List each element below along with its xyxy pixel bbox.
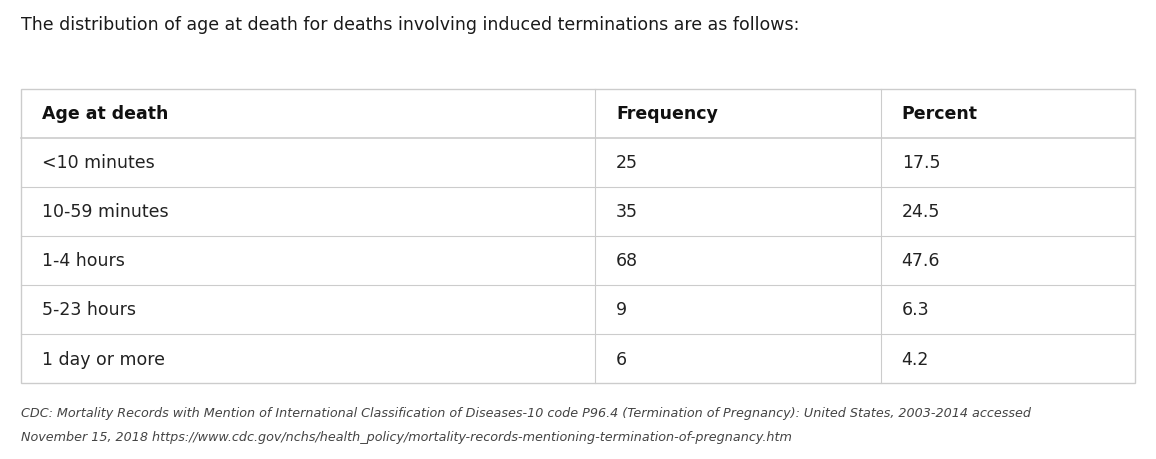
Text: 24.5: 24.5: [902, 203, 940, 221]
Text: 47.6: 47.6: [902, 252, 940, 270]
Text: Frequency: Frequency: [616, 105, 718, 123]
Text: 4.2: 4.2: [902, 350, 929, 368]
Text: 5-23 hours: 5-23 hours: [42, 301, 135, 319]
Text: 1 day or more: 1 day or more: [42, 350, 164, 368]
Text: 6.3: 6.3: [902, 301, 929, 319]
Text: <10 minutes: <10 minutes: [42, 154, 155, 172]
Text: 35: 35: [616, 203, 638, 221]
Text: 68: 68: [616, 252, 638, 270]
Text: 6: 6: [616, 350, 628, 368]
Text: November 15, 2018 https://www.cdc.gov/nchs/health_policy/mortality-records-menti: November 15, 2018 https://www.cdc.gov/nc…: [21, 430, 792, 443]
Bar: [21, 90, 1135, 383]
Text: 9: 9: [616, 301, 628, 319]
Text: 1-4 hours: 1-4 hours: [42, 252, 125, 270]
Text: Age at death: Age at death: [42, 105, 168, 123]
Text: The distribution of age at death for deaths involving induced terminations are a: The distribution of age at death for dea…: [21, 16, 799, 34]
Text: Percent: Percent: [902, 105, 978, 123]
Text: CDC: Mortality Records with Mention of International Classification of Diseases-: CDC: Mortality Records with Mention of I…: [21, 406, 1031, 419]
Text: 25: 25: [616, 154, 638, 172]
Text: 10-59 minutes: 10-59 minutes: [42, 203, 169, 221]
Text: 17.5: 17.5: [902, 154, 940, 172]
